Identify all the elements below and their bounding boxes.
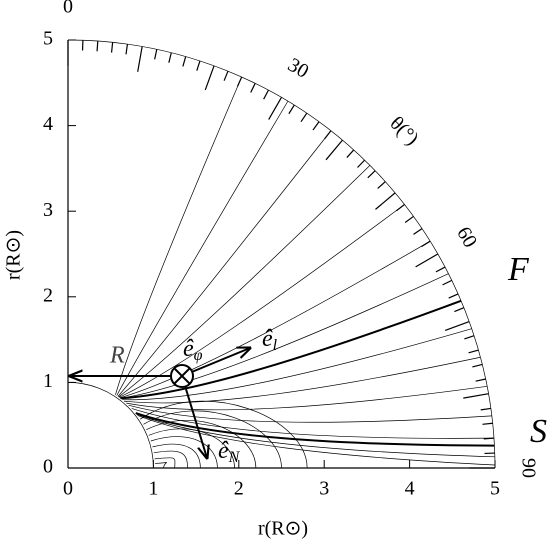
y-tick-label: 2 [43, 284, 53, 306]
theta-minor-tick [377, 181, 386, 189]
y-tick-label: 4 [43, 113, 53, 135]
theta-minor-tick [448, 293, 459, 299]
closed-loop [154, 462, 167, 469]
theta-minor-tick [196, 60, 201, 71]
field-line [120, 299, 462, 400]
field-line [116, 100, 289, 396]
field-line [119, 204, 405, 398]
theta-minor-tick [396, 204, 405, 212]
outer-arc [67, 39, 496, 469]
vector-n: êN [218, 438, 241, 466]
field-line [136, 413, 495, 458]
field-line [115, 76, 242, 395]
theta-minor-tick [263, 89, 269, 100]
theta-minor-tick [482, 422, 493, 425]
theta-minor-tick [182, 56, 187, 67]
field-line [123, 356, 481, 404]
theta-minor-tick [312, 121, 320, 131]
theta-minor-tick [421, 240, 431, 248]
theta-minor-tick [288, 104, 295, 115]
y-tick-label: 5 [43, 28, 53, 50]
theta-minor-tick [346, 149, 355, 158]
vector-phi: êφ [183, 336, 203, 364]
theta-minor-tick [236, 76, 243, 87]
theta-minor-tick [468, 349, 479, 354]
cross [173, 367, 191, 385]
vector-l: êl [262, 326, 278, 354]
theta-minor-tick [472, 363, 483, 368]
theta-minor-tick [96, 41, 99, 52]
x-tick-label: 0 [63, 478, 73, 500]
solar-surface [67, 382, 154, 469]
theta-minor-tick [250, 83, 256, 93]
theta-tick-label: 60 [452, 223, 481, 251]
x-tick-label: 2 [234, 478, 244, 500]
x-axis-label: r(R⊙) [258, 518, 308, 540]
theta-minor-tick [325, 139, 343, 161]
theta-label: θ(°) [385, 112, 422, 149]
theta-minor-tick [415, 253, 439, 268]
label-s: S [530, 413, 547, 450]
closed-loop [148, 428, 235, 469]
x-tick-label: 5 [490, 478, 500, 500]
y-axis-label: r(R⊙) [3, 230, 25, 280]
theta-minor-tick [168, 52, 172, 63]
arrow-l [181, 348, 250, 377]
field-line [118, 165, 371, 398]
theta-tick-label: 90 [517, 458, 539, 478]
theta-minor-tick [464, 335, 475, 340]
closed-loop [146, 420, 257, 469]
closed-loop [154, 457, 176, 469]
x-tick-label: 4 [405, 478, 415, 500]
closed-loop [150, 436, 218, 469]
closed-loop [140, 400, 308, 469]
x-tick-label: 3 [319, 478, 329, 500]
theta-minor-tick [444, 321, 470, 331]
closed-loop [143, 410, 282, 469]
theta-minor-tick [268, 97, 283, 120]
theta-minor-tick [324, 130, 332, 140]
field-line [119, 240, 431, 399]
theta-minor-tick [463, 393, 489, 399]
arrow-n [181, 375, 207, 458]
theta-minor-tick [125, 44, 129, 55]
field-line [128, 404, 492, 423]
theta-minor-tick [110, 42, 114, 53]
theta-minor-tick [454, 307, 465, 313]
theta-minor-tick [223, 70, 229, 81]
y-tick-label: 1 [43, 370, 53, 392]
field-line [122, 328, 472, 401]
theta-minor-tick [475, 378, 486, 382]
theta-minor-tick [483, 437, 495, 440]
field-line [126, 385, 488, 411]
y-tick-label: 0 [43, 456, 53, 478]
field-line [131, 408, 494, 439]
theta-minor-tick [300, 112, 308, 123]
theta-minor-tick [435, 266, 446, 273]
theta-minor-tick [480, 407, 491, 411]
label-r: R [109, 343, 125, 369]
closed-loop [152, 443, 201, 469]
field-line [137, 415, 496, 466]
theta-minor-tick [375, 192, 396, 210]
theta-minor-tick [357, 159, 366, 168]
label-f: F [507, 251, 530, 288]
x-tick-label: 1 [148, 478, 158, 500]
theta-minor-tick [442, 279, 453, 286]
theta-minor-tick [413, 228, 423, 235]
theta-tick-label: 30 [284, 54, 312, 83]
closed-loop [153, 450, 188, 469]
y-tick-label: 3 [43, 199, 53, 221]
theta-minor-tick [137, 46, 143, 72]
theta-tick-label: 0 [63, 0, 73, 17]
field-lines [67, 76, 496, 469]
theta-minor-tick [367, 170, 376, 179]
theta-minor-tick [154, 49, 158, 60]
field-line [120, 273, 449, 399]
theta-minor-tick [404, 215, 414, 223]
theta-minor-tick [204, 65, 215, 91]
